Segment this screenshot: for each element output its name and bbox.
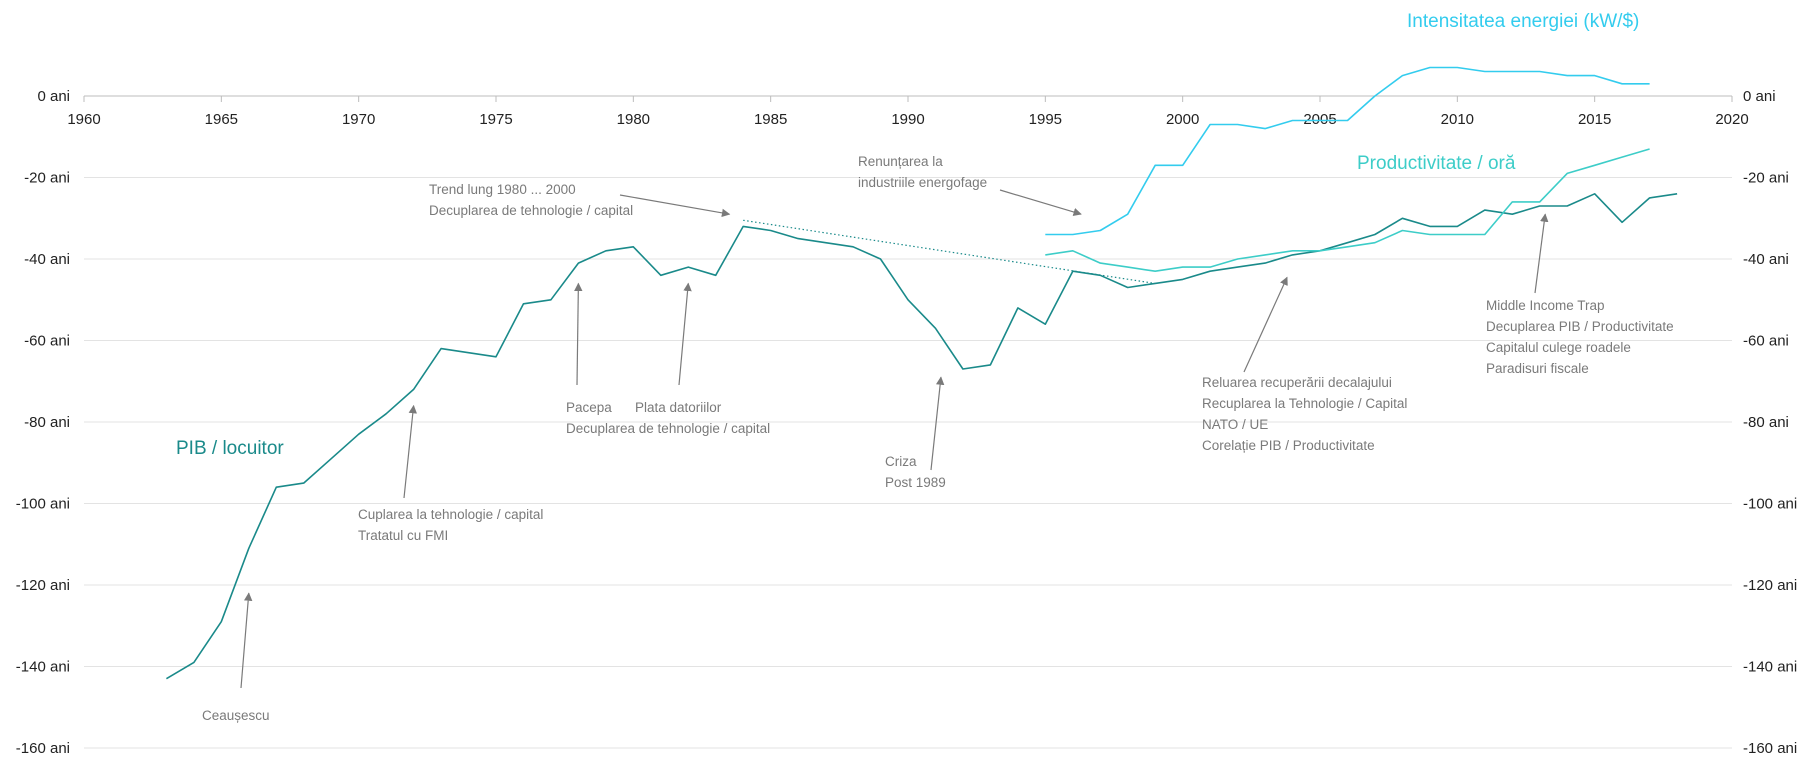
annotation-line: Corelație PIB / Productivitate: [1202, 438, 1375, 453]
y-tick-label-left: -100 ani: [16, 496, 70, 513]
x-tick-label: 2015: [1578, 111, 1611, 128]
annotation-trend-lung: Trend lung 1980 ... 2000 Decuplarea de te…: [429, 182, 731, 218]
annotation-arrow: [1534, 213, 1549, 294]
y-tick-label-right: -20 ani: [1743, 170, 1789, 187]
x-tick-label: 1980: [617, 111, 650, 128]
y-tick-label-right: 0 ani: [1743, 88, 1776, 105]
annotation-line: Decuplarea de tehnologie / capital: [566, 421, 770, 436]
x-tick-label: 1990: [891, 111, 924, 128]
y-axis-right: 0 ani -20 ani -40 ani -60 ani -80 ani -100 an…: [1743, 88, 1797, 757]
series-line-pib-locuitor: [165, 193, 1678, 680]
annotation-renuntarea: Renunțarea la industriile energofage: [858, 154, 1082, 217]
y-tick-label-left: -160 ani: [16, 740, 70, 757]
annotation-line: Capitalul culege roadele: [1486, 340, 1631, 355]
series-line-intensitatea-energiei: [1045, 66, 1650, 236]
annotation-line: Ceaușescu: [202, 708, 270, 723]
x-axis: 1960 1965 1970 1975 1980 1985 1990 1995 2000 2005…: [67, 95, 1749, 128]
gridlines: [84, 177, 1732, 749]
annotation-reluarea: Reluarea recuperării decalajului Recuplar…: [1202, 276, 1407, 453]
trend-line: [743, 219, 1156, 285]
y-tick-label-right: -40 ani: [1743, 251, 1789, 268]
annotation-line: Criza: [885, 454, 917, 469]
x-tick-label: 1995: [1029, 111, 1062, 128]
y-tick-label-right: -80 ani: [1743, 414, 1789, 431]
y-tick-label-left: -140 ani: [16, 659, 70, 676]
x-tick-label: 1975: [479, 111, 512, 128]
annotation-arrow: [930, 376, 945, 471]
series-layer: [165, 66, 1678, 680]
annotation-arrow: [999, 189, 1082, 217]
annotation-line: Reluarea recuperării decalajului: [1202, 375, 1392, 390]
y-tick-label-right: -100 ani: [1743, 496, 1797, 513]
annotation-arrow: [619, 194, 731, 218]
series-label-pib-locuitor: PIB / locuitor: [176, 438, 284, 459]
x-tick-label: 1965: [205, 111, 238, 128]
y-tick-label-left: -80 ani: [24, 414, 70, 431]
annotation-arrow: [574, 282, 583, 386]
y-tick-label-right: -160 ani: [1743, 740, 1797, 757]
series-label-layer: PIB / locuitor Productivitate / oră Intens…: [176, 11, 1639, 459]
annotation-line: Middle Income Trap: [1486, 298, 1605, 313]
x-tick-label: 2010: [1441, 111, 1474, 128]
annotation-arrow: [678, 282, 692, 386]
annotation-plata-datoriilor: Plata datoriilor: [635, 282, 722, 415]
annotation-line: Cuplarea la tehnologie / capital: [358, 507, 543, 522]
annotation-line: Plata datoriilor: [635, 400, 722, 415]
annotation-line: Decuplarea PIB / Productivitate: [1486, 319, 1674, 334]
x-tick-label: 2020: [1715, 111, 1748, 128]
y-tick-label-left: -40 ani: [24, 251, 70, 268]
y-tick-label-right: -120 ani: [1743, 577, 1797, 594]
x-tick-label: 2000: [1166, 111, 1199, 128]
y-tick-label-left: 0 ani: [37, 88, 70, 105]
annotation-line: Tratatul cu FMI: [358, 528, 448, 543]
annotation-line: NATO / UE: [1202, 417, 1268, 432]
y-axis-left: 0 ani -20 ani -40 ani -60 ani -80 ani -100 an…: [16, 88, 70, 757]
annotation-line: Trend lung 1980 ... 2000: [429, 182, 576, 197]
annotation-line: Decuplarea de tehnologie / capital: [429, 203, 633, 218]
annotation-line: Post 1989: [885, 475, 946, 490]
annotation-criza: Criza Post 1989: [885, 376, 946, 490]
annotation-arrow: [240, 592, 253, 689]
annotation-pacepa: Pacepa: [566, 282, 612, 415]
x-tick-label: 1985: [754, 111, 787, 128]
x-tick-label: 1960: [67, 111, 100, 128]
annotation-line: Recuplarea la Tehnologie / Capital: [1202, 396, 1407, 411]
y-tick-label-right: -60 ani: [1743, 333, 1789, 350]
series-label-productivitate: Productivitate / oră: [1357, 153, 1516, 174]
x-tick-label: 2005: [1303, 111, 1336, 128]
annotation-arrow: [403, 404, 417, 499]
annotation-line: industriile energofage: [858, 175, 987, 190]
x-tick-label: 1970: [342, 111, 375, 128]
annotation-cuplarea: Cuplarea la tehnologie / capital Tratatul…: [358, 404, 543, 543]
series-label-intensitatea-energiei: Intensitatea energiei (kW/$): [1407, 11, 1639, 32]
series-line-productivitate: [1045, 148, 1650, 273]
y-tick-label-right: -140 ani: [1743, 659, 1797, 676]
annotation-line: Pacepa: [566, 400, 612, 415]
annotation-line: Renunțarea la: [858, 154, 943, 169]
y-tick-label-left: -20 ani: [24, 170, 70, 187]
annotation-arrow: [1243, 276, 1288, 373]
annotation-middle-income: Middle Income Trap Decuplarea PIB / Produ…: [1486, 213, 1674, 376]
annotation-layer: Ceaușescu Cuplarea la tehnologie / capita…: [202, 154, 1674, 723]
annotation-line: Paradisuri fiscale: [1486, 361, 1589, 376]
annotation-ceausescu: Ceaușescu: [202, 592, 270, 723]
y-tick-label-left: -120 ani: [16, 577, 70, 594]
annotation-decuplarea: Decuplarea de tehnologie / capital: [566, 421, 770, 436]
y-tick-label-left: -60 ani: [24, 333, 70, 350]
